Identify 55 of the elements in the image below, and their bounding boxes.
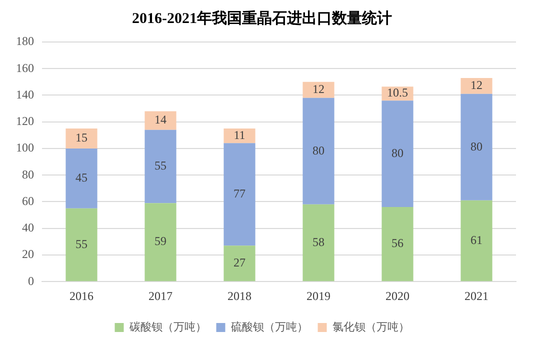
bar xyxy=(66,128,98,148)
data-label: 55 xyxy=(154,158,166,173)
y-tick-label: 20 xyxy=(22,247,34,262)
bar xyxy=(66,148,98,208)
data-label: 55 xyxy=(76,236,88,251)
legend-label: 硫酸钡（万吨） xyxy=(230,320,308,334)
y-tick-label: 40 xyxy=(22,220,34,235)
bar xyxy=(66,208,98,282)
legend-label: 碳酸钡（万吨） xyxy=(128,320,206,334)
y-tick-label: 100 xyxy=(16,140,34,155)
bar xyxy=(302,204,334,282)
bar xyxy=(460,94,492,200)
y-tick-label: 0 xyxy=(28,274,34,288)
bar xyxy=(460,200,492,282)
data-label: 61 xyxy=(470,232,482,247)
bar xyxy=(382,207,414,282)
data-label: 10.5 xyxy=(387,86,408,100)
data-label: 80 xyxy=(392,146,404,160)
y-tick-label: 160 xyxy=(16,60,34,75)
chart-title: 2016-2021年我国重晶石进出口数量统计 xyxy=(132,10,392,27)
bar xyxy=(224,246,256,282)
x-tick-label: 2019 xyxy=(306,288,330,303)
data-label: 59 xyxy=(154,234,166,248)
bar xyxy=(224,143,256,246)
x-tick-label: 2021 xyxy=(464,288,488,303)
bar xyxy=(460,78,492,94)
legend-label: 氯化钡（万吨） xyxy=(332,320,410,334)
data-label: 14 xyxy=(154,112,166,127)
data-label: 58 xyxy=(312,234,324,249)
bar xyxy=(382,100,414,208)
data-label: 56 xyxy=(392,236,404,250)
data-label: 80 xyxy=(470,139,482,154)
bar xyxy=(224,128,256,144)
bar xyxy=(144,111,176,130)
data-label: 80 xyxy=(312,143,324,158)
bar xyxy=(302,82,334,98)
x-tick-label: 2018 xyxy=(228,288,252,303)
bar xyxy=(144,203,176,282)
x-tick-label: 2016 xyxy=(70,288,94,303)
data-label: 12 xyxy=(312,82,324,96)
y-tick-label: 180 xyxy=(16,34,34,48)
y-tick-label: 140 xyxy=(16,87,34,102)
data-label: 11 xyxy=(234,128,246,142)
data-label: 15 xyxy=(76,130,88,145)
bar xyxy=(144,130,176,204)
data-label: 45 xyxy=(76,170,88,185)
y-tick-label: 120 xyxy=(16,114,34,128)
y-tick-label: 60 xyxy=(22,194,34,208)
data-label: 27 xyxy=(234,256,246,270)
data-label: 77 xyxy=(234,186,246,201)
bar xyxy=(302,98,334,204)
y-tick-label: 80 xyxy=(22,167,34,182)
x-tick-label: 2017 xyxy=(148,288,172,303)
x-tick-label: 2020 xyxy=(386,288,410,303)
data-label: 12 xyxy=(470,78,482,92)
